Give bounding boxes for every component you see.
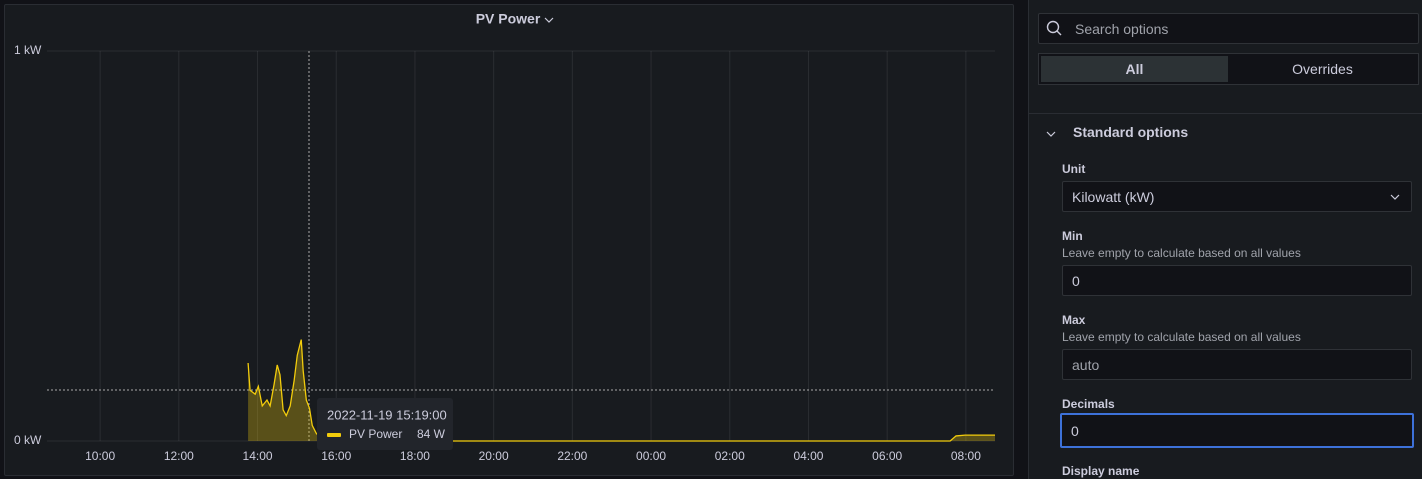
tooltip-value: 84 W <box>417 427 446 441</box>
search-input[interactable]: Search options <box>1038 13 1419 44</box>
min-value: 0 <box>1072 272 1080 289</box>
max-label: Max <box>1062 313 1086 327</box>
x-tick-label: 18:00 <box>400 449 430 463</box>
chart-title[interactable]: PV Power <box>476 11 541 27</box>
tab-all[interactable]: All <box>1041 56 1228 82</box>
x-tick-label: 04:00 <box>793 449 823 463</box>
max-input[interactable]: auto <box>1062 349 1412 380</box>
section-title[interactable]: Standard options <box>1073 124 1189 140</box>
y-tick-label: 1 kW <box>14 43 42 57</box>
x-tick-label: 10:00 <box>85 449 115 463</box>
chart: PV Power 0 kW 1 kW 10:00 12:00 14:00 16:00 18:… <box>14 11 995 463</box>
select-chevron <box>1390 194 1400 200</box>
min-description: Leave empty to calculate based on all va… <box>1062 246 1301 260</box>
max-placeholder: auto <box>1072 356 1100 373</box>
decimals-input[interactable]: 0 <box>1060 413 1414 448</box>
divider <box>1029 113 1422 114</box>
unit-label: Unit <box>1062 162 1086 176</box>
x-tick-label: 16:00 <box>321 449 351 463</box>
decimals-label: Decimals <box>1062 397 1115 411</box>
options-pane: Search options All Overrides Standard op… <box>1028 0 1422 479</box>
unit-select[interactable]: Kilowatt (kW) <box>1062 181 1412 212</box>
x-tick-label: 06:00 <box>872 449 902 463</box>
y-tick-label: 0 kW <box>14 433 42 447</box>
x-tick-label: 08:00 <box>951 449 981 463</box>
title-chevron[interactable] <box>544 17 554 23</box>
unit-value: Kilowatt (kW) <box>1072 188 1155 205</box>
display-name-label: Display name <box>1062 464 1140 478</box>
max-description: Leave empty to calculate based on all va… <box>1062 330 1301 344</box>
x-tick-label: 00:00 <box>636 449 666 463</box>
search-placeholder: Search options <box>1075 20 1169 37</box>
chart-panel <box>4 4 1014 476</box>
min-input[interactable]: 0 <box>1062 265 1412 296</box>
x-tick-label: 22:00 <box>557 449 587 463</box>
x-tick-label: 12:00 <box>164 449 194 463</box>
x-tick-label: 20:00 <box>479 449 509 463</box>
x-tick-label: 02:00 <box>715 449 745 463</box>
tooltip-box <box>317 398 453 450</box>
tab-overrides[interactable]: Overrides <box>1292 61 1353 77</box>
section-chevron[interactable] <box>1045 128 1057 140</box>
min-label: Min <box>1062 229 1083 243</box>
tooltip-time: 2022-11-19 15:19:00 <box>327 407 447 422</box>
tooltip: 2022-11-19 15:19:00 PV Power 84 W <box>317 398 453 450</box>
tooltip-series: PV Power <box>349 427 402 441</box>
x-tick-label: 14:00 <box>243 449 273 463</box>
tooltip-swatch <box>327 433 341 437</box>
search-icon <box>1046 20 1062 36</box>
decimals-value: 0 <box>1071 422 1079 439</box>
